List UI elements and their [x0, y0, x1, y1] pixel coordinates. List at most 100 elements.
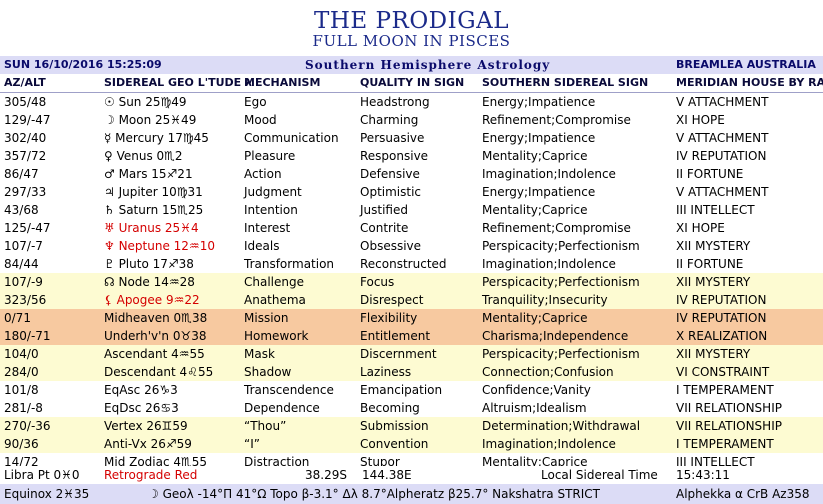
datetime: SUN 16/10/2016 15:25:09: [4, 58, 162, 71]
quality-cell: Contrite: [360, 221, 409, 235]
sign-cell: Refinement;Compromise: [482, 113, 631, 127]
sign-cell: Connection;Confusion: [482, 365, 614, 379]
longitude-cell: EqAsc 26♑3: [104, 383, 178, 397]
quality-cell: Justified: [360, 203, 408, 217]
table-row: 107/-7 ♆ Neptune 12♒10 Ideals Obsessive Pers…: [0, 237, 823, 255]
quality-cell: Flexibility: [360, 311, 418, 325]
quality-cell: Headstrong: [360, 95, 430, 109]
quality-cell: Laziness: [360, 365, 412, 379]
az-alt-cell: 180/-71: [4, 329, 51, 343]
quality-cell: Optimistic: [360, 185, 422, 199]
sign-cell: Energy;Impatience: [482, 131, 596, 145]
quality-cell: Convention: [360, 437, 429, 451]
longitude-cell: ☿ Mercury 17♍45: [104, 131, 209, 145]
quality-cell: Responsive: [360, 149, 429, 163]
mechanism-cell: Homework: [244, 329, 309, 343]
lst-label: Local Sidereal Time: [541, 468, 658, 482]
longitude-cell: ♆ Neptune 12♒10: [104, 239, 215, 253]
longitude-cell: ♃ Jupiter 10♍31: [104, 185, 203, 199]
longitude-cell: Underh'v'n 0♉38: [104, 329, 207, 343]
sign-cell: Mentality;Caprice: [482, 203, 588, 217]
mechanism-cell: “Thou”: [244, 419, 287, 433]
mechanism-cell: Action: [244, 167, 282, 181]
mechanism-cell: “I”: [244, 437, 260, 451]
house-cell: XI HOPE: [676, 113, 725, 127]
table-row: 0/71 Midheaven 0♏38 Mission Flexibility Ment…: [0, 309, 823, 327]
col-sign: SOUTHERN SIDEREAL SIGN: [482, 76, 649, 89]
sign-cell: Imagination;Indolence: [482, 167, 616, 181]
quality-cell: Entitlement: [360, 329, 431, 343]
mechanism-cell: Challenge: [244, 275, 304, 289]
sign-cell: Imagination;Indolence: [482, 437, 616, 451]
az-alt-cell: 84/44: [4, 257, 39, 271]
footer-line-1: Libra Pt 0♓0 Retrograde Red 38.29S 144.3…: [0, 466, 823, 484]
longitude-cell: ♄ Saturn 15♏25: [104, 203, 204, 217]
house-cell: V ATTACHMENT: [676, 185, 769, 199]
az-alt-cell: 107/-7: [4, 239, 43, 253]
col-longitude: SIDEREAL GEO L'TUDE λ: [104, 76, 252, 89]
longitude-cell: Midheaven 0♏38: [104, 311, 208, 325]
col-mechanism: MECHANISM: [244, 76, 321, 89]
lst-value: 15:43:11: [676, 468, 730, 482]
house-cell: IV REPUTATION: [676, 149, 767, 163]
mechanism-cell: Ideals: [244, 239, 280, 253]
header-row: SUN 16/10/2016 15:25:09 Southern Hemisph…: [0, 56, 823, 74]
house-cell: VI CONSTRAINT: [676, 365, 770, 379]
az-alt-cell: 323/56: [4, 293, 47, 307]
table-row: 270/-36 Vertex 26♊59 “Thou” Submission Deter…: [0, 417, 823, 435]
az-alt-cell: 90/36: [4, 437, 39, 451]
az-alt-cell: 305/48: [4, 95, 47, 109]
table-row: 357/72 ♀ Venus 0♏2 Pleasure Responsive Menta…: [0, 147, 823, 165]
sign-cell: Perspicacity;Perfectionism: [482, 347, 640, 361]
mechanism-cell: Ego: [244, 95, 267, 109]
table-row: 86/47 ♂ Mars 15♐21 Action Defensive Imaginat…: [0, 165, 823, 183]
sign-cell: Perspicacity;Perfectionism: [482, 239, 640, 253]
mechanism-cell: Pleasure: [244, 149, 296, 163]
mechanism-cell: Mood: [244, 113, 277, 127]
longitude-cell: ☽ Moon 25♓49: [104, 113, 197, 127]
sign-cell: Tranquility;Insecurity: [482, 293, 608, 307]
house-cell: II FORTUNE: [676, 167, 744, 181]
star-azimuth: Alphekka α CrB Az358: [676, 487, 810, 501]
retrograde-legend: Retrograde Red: [104, 468, 198, 482]
longitude-cell: Ascendant 4♒55: [104, 347, 205, 361]
house-cell: X REALIZATION: [676, 329, 768, 343]
sign-cell: Mentality;Caprice: [482, 311, 588, 325]
longitude-cell: Vertex 26♊59: [104, 419, 188, 433]
sign-cell: Mentality;Caprice: [482, 455, 588, 469]
table-row: 125/-47 ♅ Uranus 25♓4 Interest Contrite Refi…: [0, 219, 823, 237]
longitude-cell: ☊ Node 14♒28: [104, 275, 195, 289]
house-cell: VII RELATIONSHIP: [676, 419, 782, 433]
mechanism-cell: Judgment: [244, 185, 302, 199]
sign-cell: Altruism;Idealism: [482, 401, 587, 415]
quality-cell: Obsessive: [360, 239, 422, 253]
az-alt-cell: 107/-9: [4, 275, 43, 289]
house-cell: III INTELLECT: [676, 203, 755, 217]
mechanism-cell: Transcendence: [244, 383, 334, 397]
page-title: THE PRODIGAL: [314, 8, 509, 34]
page-subtitle: FULL MOON IN PISCES: [312, 32, 511, 50]
moon-details: ☽ Geoλ -14°Π 41°Ω Topo β-3.1° Δλ 8.7°Alp…: [148, 487, 600, 501]
table-row: 323/56 ⚸ Apogee 9♒22 Anathema Disrespect Tra…: [0, 291, 823, 309]
az-alt-cell: 284/0: [4, 365, 39, 379]
sign-cell: Mentality;Caprice: [482, 149, 588, 163]
table-row: 107/-9 ☊ Node 14♒28 Challenge Focus Perspica…: [0, 273, 823, 291]
longitude-cell: ♅ Uranus 25♓4: [104, 221, 199, 235]
house-cell: I TEMPERAMENT: [676, 383, 774, 397]
title-block: THE PRODIGAL FULL MOON IN PISCES: [0, 0, 823, 54]
quality-cell: Stupor: [360, 455, 400, 469]
location: BREAMLEA AUSTRALIA: [676, 58, 816, 71]
equinox: Equinox 2♓35: [4, 487, 90, 501]
quality-cell: Reconstructed: [360, 257, 447, 271]
house-cell: III INTELLECT: [676, 455, 755, 469]
longitude-cell: ♇ Pluto 17♐38: [104, 257, 194, 271]
table-body: 305/48 ☉ Sun 25♍49 Ego Headstrong Energy;Imp…: [0, 92, 823, 471]
az-alt-cell: 14/72: [4, 455, 39, 469]
house-cell: VII RELATIONSHIP: [676, 401, 782, 415]
table-row: 129/-47 ☽ Moon 25♓49 Mood Charming Refinemen…: [0, 111, 823, 129]
quality-cell: Submission: [360, 419, 429, 433]
table-row: 297/33 ♃ Jupiter 10♍31 Judgment Optimistic E…: [0, 183, 823, 201]
table-row: 305/48 ☉ Sun 25♍49 Ego Headstrong Energy;Imp…: [0, 92, 823, 111]
house-cell: I TEMPERAMENT: [676, 437, 774, 451]
longitude-cell: ⚸ Apogee 9♒22: [104, 293, 200, 307]
